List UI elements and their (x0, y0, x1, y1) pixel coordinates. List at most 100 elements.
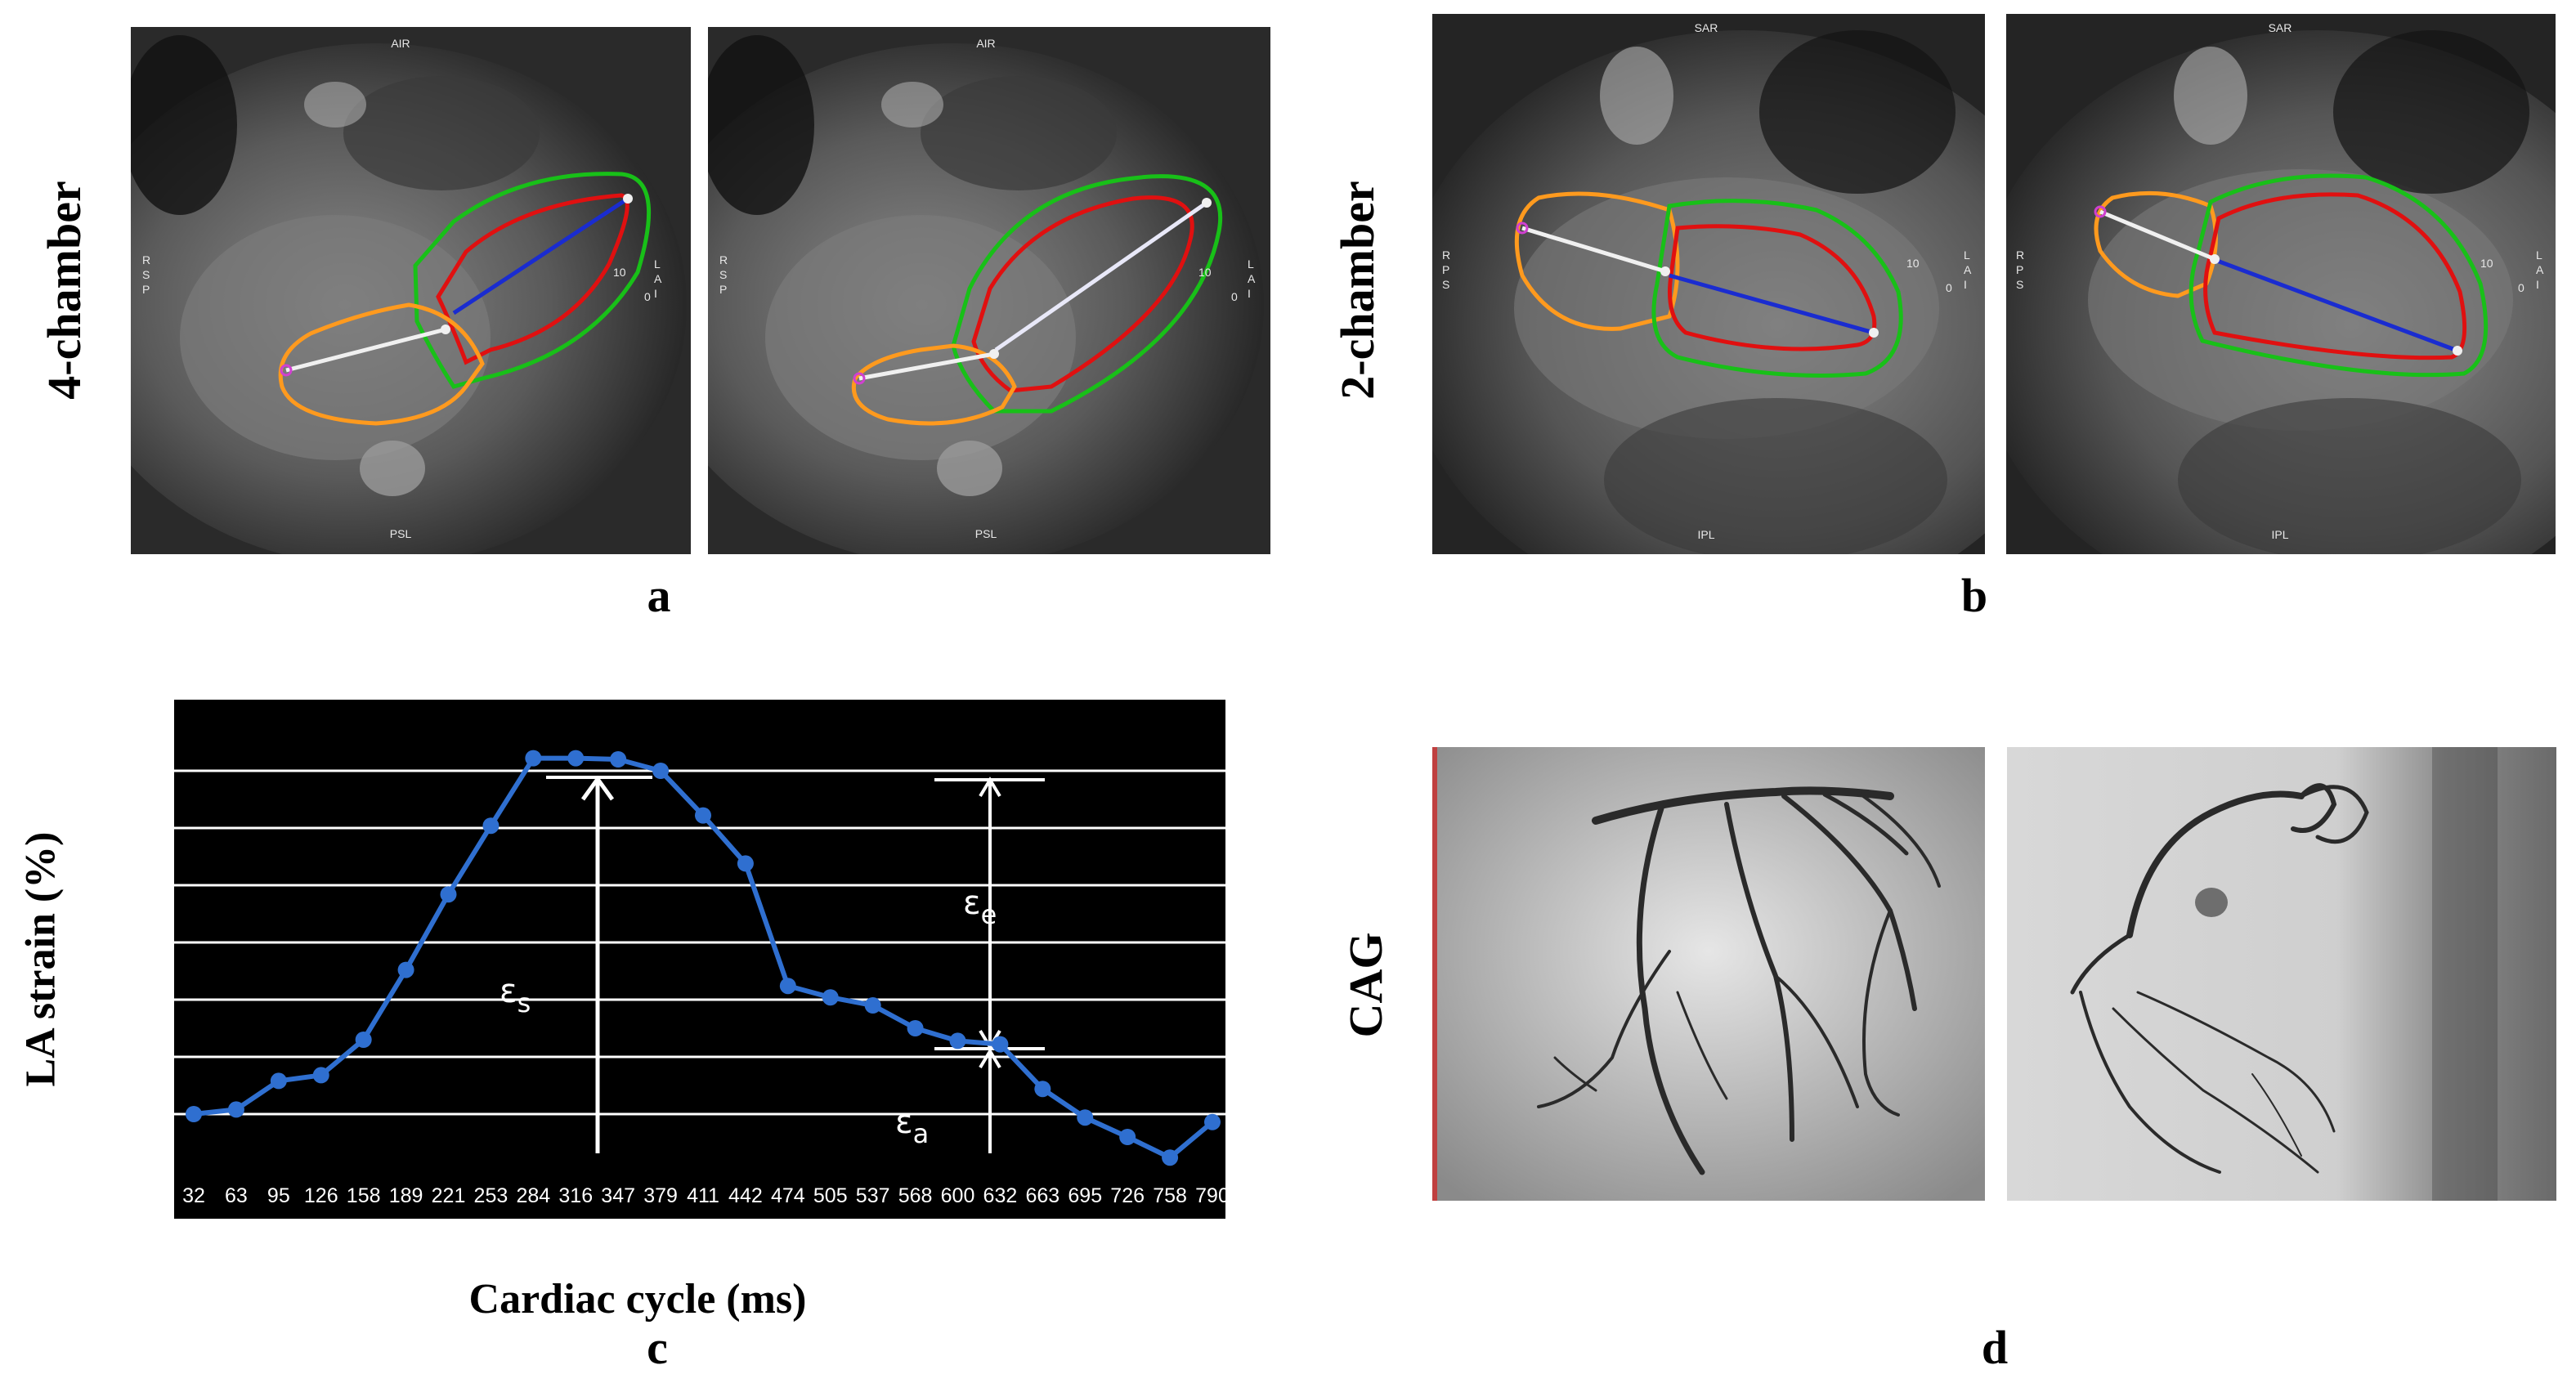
svg-text:P: P (719, 283, 727, 296)
svg-text:0: 0 (1946, 281, 1952, 294)
chart-x-tick-label: 253 (474, 1184, 508, 1207)
chart-data-point (779, 978, 796, 995)
svg-text:S: S (142, 268, 150, 281)
svg-text:S: S (1442, 278, 1449, 291)
chart-x-tick-label: 537 (856, 1184, 890, 1207)
chart-data-point (610, 751, 627, 768)
mri-4ch-image-1: AIR PSL R S P 10 L A I 0 (131, 27, 691, 554)
chart-data-point (695, 807, 711, 824)
chart-x-tick-label: 568 (898, 1184, 933, 1207)
chart-data-point (270, 1072, 287, 1090)
chart-data-point (567, 750, 585, 767)
svg-text:P: P (2016, 263, 2023, 276)
four-chamber-label: 4-chamber (38, 181, 91, 400)
svg-text:A: A (654, 272, 662, 285)
svg-text:I: I (2536, 278, 2539, 291)
svg-text:L: L (1964, 248, 1970, 262)
chart-x-tick-label: 221 (432, 1184, 466, 1207)
svg-text:0: 0 (1231, 290, 1238, 303)
chart-x-tick-label: 347 (601, 1184, 635, 1207)
svg-text:IPL: IPL (2271, 528, 2288, 541)
chart-x-tick-label: 663 (1025, 1184, 1060, 1207)
svg-text:IPL: IPL (1697, 528, 1714, 541)
chart-data-point (1162, 1149, 1179, 1166)
chart-x-tick-label: 411 (687, 1184, 719, 1207)
chart-data-point (186, 1106, 202, 1122)
svg-text:10: 10 (1906, 257, 1920, 270)
chart-data-point (992, 1036, 1009, 1053)
eps-e-label: εe (963, 884, 997, 930)
chart-data-point (1034, 1081, 1051, 1098)
eps-a-label: εa (895, 1103, 929, 1149)
panel-letter-d: d (1981, 1321, 2009, 1374)
svg-text:PSL: PSL (390, 527, 412, 540)
svg-text:10: 10 (2480, 257, 2493, 270)
svg-text:I: I (654, 287, 657, 300)
svg-text:P: P (1442, 263, 1449, 276)
svg-text:P: P (142, 283, 150, 296)
chart-x-tick-label: 726 (1110, 1184, 1145, 1207)
chart-x-tick-label: 379 (643, 1184, 678, 1207)
mri-2ch-image-2: SAR IPL R P S 10 L A I 0 (2006, 14, 2556, 554)
chart-data-point (737, 855, 754, 872)
la-strain-chart-svg: εs εe εa 32 63 95 126 158 189 221 253 284 316 347 3… (174, 750, 1230, 1207)
eps-s-label: εs (500, 973, 531, 1018)
cag-label: CAG (1339, 932, 1392, 1038)
svg-text:A: A (1248, 272, 1256, 285)
chart-x-axis-title: Cardiac cycle (ms) (468, 1276, 807, 1323)
two-chamber-label: 2-chamber (1331, 181, 1384, 400)
svg-text:I: I (1964, 278, 1967, 291)
cag-image-2 (2007, 747, 2556, 1201)
svg-text:PSL: PSL (975, 527, 997, 540)
eps-e-arrowhead-up (979, 777, 1001, 798)
chart-x-tick-label: 316 (558, 1184, 593, 1207)
svg-text:A: A (1964, 263, 1972, 276)
svg-text:S: S (2016, 278, 2023, 291)
svg-text:R: R (142, 253, 150, 266)
svg-text:10: 10 (613, 266, 626, 279)
chart-data-point (482, 817, 500, 835)
chart-data-point (525, 750, 542, 767)
eps-a-arrowhead (979, 1048, 1001, 1069)
chart-y-axis-title: LA strain (%) (17, 831, 65, 1087)
chart-data-point (227, 1101, 244, 1118)
svg-text:L: L (1248, 257, 1254, 271)
chart-x-tick-label: 189 (389, 1184, 423, 1207)
chart-data-point (1119, 1129, 1136, 1145)
chart-x-tick-label: 632 (983, 1184, 1018, 1207)
mri-2ch-image-1: SAR IPL R P S 10 L A I 0 (1432, 14, 1985, 554)
chart-x-tick-label: 442 (728, 1184, 763, 1207)
svg-text:0: 0 (2518, 281, 2524, 294)
chart-data-point (907, 1020, 924, 1036)
chart-x-tick-label: 790 (1195, 1184, 1225, 1207)
svg-text:AIR: AIR (976, 37, 995, 50)
cag-image-1 (1432, 747, 1985, 1201)
panel-letter-a: a (647, 569, 671, 622)
svg-text:A: A (2536, 263, 2544, 276)
svg-text:SAR: SAR (2269, 21, 2292, 34)
chart-x-tick-label: 284 (516, 1184, 550, 1207)
chart-x-tick-label: 63 (225, 1184, 248, 1207)
chart-data-point (440, 886, 457, 903)
panel-letter-b: b (1960, 569, 1988, 622)
panel-letter-c: c (647, 1321, 668, 1374)
svg-text:R: R (2016, 248, 2024, 262)
svg-text:AIR: AIR (391, 37, 410, 50)
svg-text:S: S (719, 268, 727, 281)
chart-data-point (355, 1032, 372, 1048)
svg-text:L: L (654, 257, 661, 271)
chart-data-point (949, 1032, 966, 1050)
svg-text:0: 0 (644, 290, 651, 303)
svg-text:L: L (2536, 248, 2542, 262)
chart-data-point (864, 997, 881, 1014)
chart-x-tick-label: 95 (267, 1184, 290, 1207)
svg-text:I: I (1248, 287, 1251, 300)
chart-x-tick-label: 600 (941, 1184, 975, 1207)
chart-data-point (1204, 1113, 1221, 1130)
la-strain-chart: εs εe εa 32 63 95 126 158 189 221 253 284 316 347 3… (174, 700, 1230, 1219)
chart-x-tick-label: 474 (771, 1184, 805, 1207)
chart-x-tick-label: 158 (347, 1184, 381, 1207)
svg-text:10: 10 (1198, 266, 1212, 279)
chart-data-point (397, 961, 414, 978)
chart-x-tick-label: 505 (813, 1184, 848, 1207)
